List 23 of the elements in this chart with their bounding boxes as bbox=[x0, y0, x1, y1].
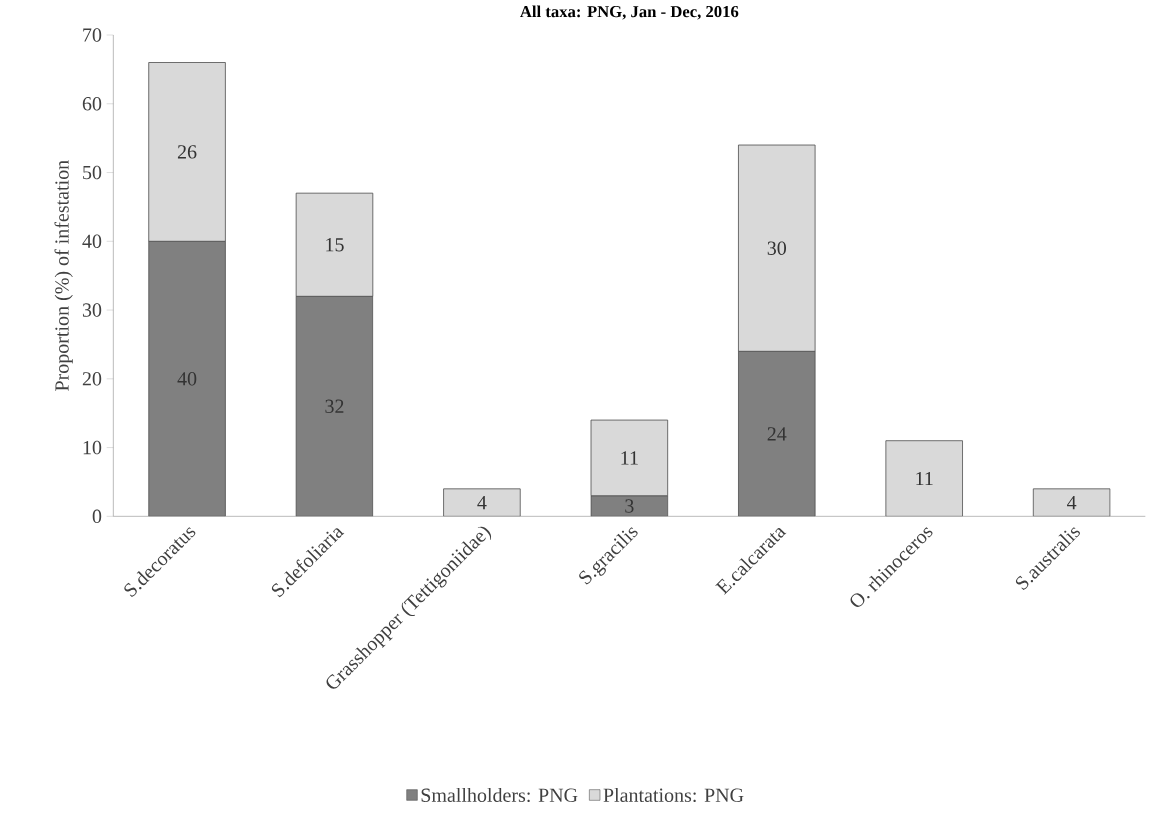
y-tick-label: 50 bbox=[83, 165, 102, 180]
legend-label: Plantations: PNG bbox=[603, 787, 744, 803]
data-label: 11 bbox=[621, 451, 638, 465]
y-axis-title: Proportion (%) of infestation bbox=[54, 160, 73, 391]
data-label: 15 bbox=[326, 238, 344, 252]
y-tick-label: 0 bbox=[92, 509, 102, 524]
data-label: 11 bbox=[916, 471, 933, 486]
data-label: 24 bbox=[767, 427, 787, 441]
data-label: 26 bbox=[177, 145, 197, 159]
data-label: 40 bbox=[177, 372, 197, 386]
data-label: 32 bbox=[325, 399, 344, 414]
y-tick-label: 10 bbox=[83, 440, 102, 455]
y-tick-label: 70 bbox=[83, 28, 102, 42]
chart-title: All taxa: PNG, Jan - Dec, 2016 bbox=[520, 5, 739, 20]
data-label: 30 bbox=[767, 241, 787, 255]
y-tick-label: 60 bbox=[82, 97, 102, 111]
data-label: 4 bbox=[477, 496, 487, 510]
y-tick-label: 30 bbox=[82, 303, 102, 317]
y-tick-label: 20 bbox=[82, 372, 102, 386]
legend-label: Smallholders: PNG bbox=[421, 787, 578, 803]
y-tick-label: 40 bbox=[82, 234, 102, 249]
data-label: 4 bbox=[1067, 496, 1077, 510]
data-label: 3 bbox=[625, 499, 634, 513]
